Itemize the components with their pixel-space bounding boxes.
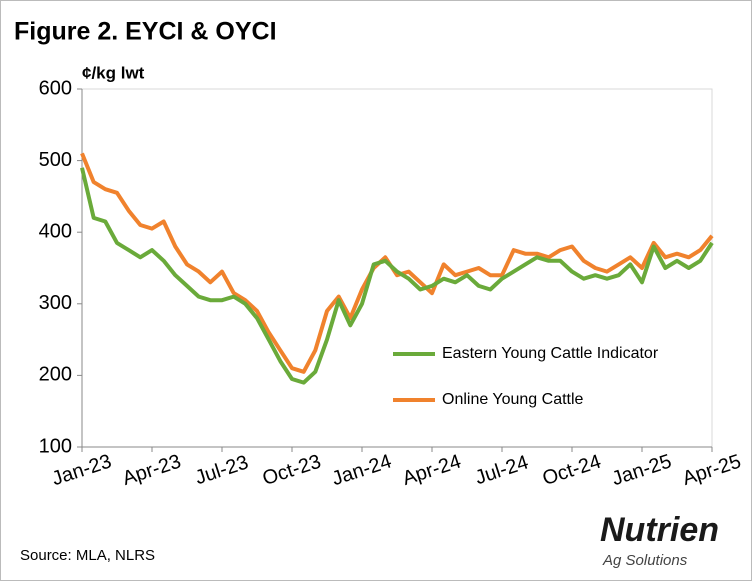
source: Source: MLA, NLRS — [20, 547, 155, 564]
logo-tagline: Ag Solutions — [602, 552, 688, 569]
y-tick-label: 600 — [39, 77, 72, 99]
y-tick-label: 100 — [39, 435, 72, 457]
legend-label: Online Young Cattle — [442, 391, 584, 408]
y-tick-label: 200 — [39, 364, 72, 386]
y-axis-label: ¢/kg lwt — [82, 63, 145, 82]
series-line — [80, 152, 714, 374]
legend-label: Eastern Young Cattle Indicator — [442, 345, 659, 362]
logo-name: Nutrien — [600, 511, 719, 549]
chart-title: Figure 2. EYCI & OYCI — [14, 18, 277, 46]
y-tick-label: 300 — [39, 292, 72, 314]
y-tick-label: 500 — [39, 149, 72, 171]
y-tick-label: 400 — [39, 220, 72, 242]
series-line — [80, 167, 714, 385]
